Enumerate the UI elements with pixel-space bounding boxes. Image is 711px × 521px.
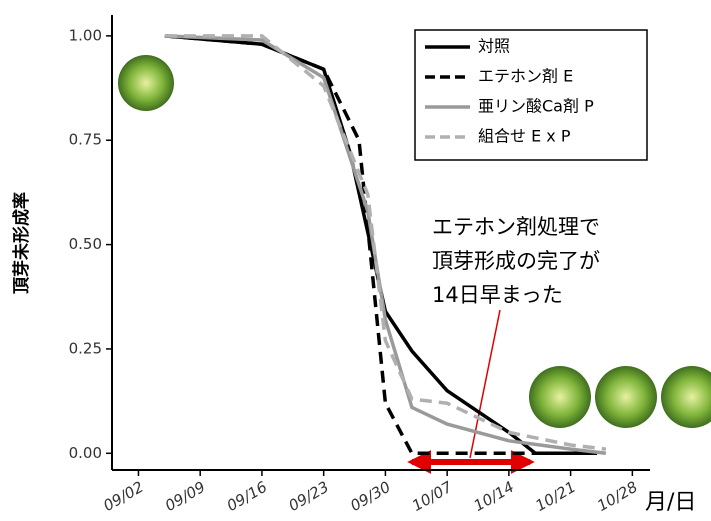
legend-label: 組合せ E x P — [478, 127, 571, 146]
y-tick-label: 0.00 — [69, 444, 102, 462]
x-tick-label: 10/14 — [471, 478, 517, 515]
x-tick-label: 09/09 — [162, 478, 208, 515]
x-tick-label: 09/16 — [224, 478, 270, 515]
plant-photo — [661, 366, 711, 428]
legend-label: 対照 — [478, 37, 510, 56]
x-axis-label: 月/日 — [645, 490, 696, 515]
annotation: 頂芽形成の完了が — [432, 249, 600, 273]
x-tick-label: 10/21 — [532, 478, 578, 515]
x-tick-label: 10/07 — [409, 478, 456, 515]
plant-photo — [529, 366, 591, 428]
x-tick-label: 09/02 — [100, 478, 146, 515]
legend-label: エテホン剤 E — [478, 67, 573, 86]
x-tick-label: 09/30 — [347, 478, 393, 515]
plant-photo — [595, 366, 657, 428]
x-tick-label: 10/28 — [594, 478, 640, 515]
y-tick-label: 0.75 — [69, 131, 102, 149]
y-axis-label: 頂芽未形成率 — [11, 192, 32, 294]
y-tick-label: 0.25 — [69, 339, 102, 357]
annotation: 14日早まった — [432, 283, 563, 307]
legend-label: 亜リン酸Ca剤 P — [478, 97, 594, 116]
chart: 頂芽未形成率 月/日 エテホン剤処理で 頂芽形成の完了が 14日早まった 0.0… — [0, 0, 711, 521]
plant-photo — [118, 55, 174, 111]
x-tick-label: 09/23 — [285, 478, 331, 515]
y-tick-label: 0.50 — [69, 235, 102, 253]
annotation: エテホン剤処理で — [432, 215, 600, 239]
y-tick-label: 1.00 — [69, 26, 102, 44]
